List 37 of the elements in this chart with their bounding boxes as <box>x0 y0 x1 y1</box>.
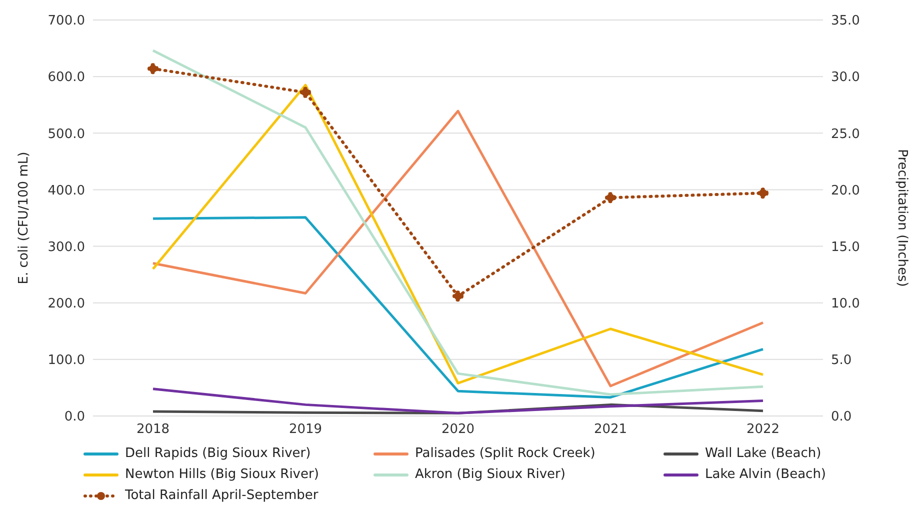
y-tick-label: 400.0 <box>48 183 85 198</box>
y-axis-title: E. coli (CFU/100 mL) <box>16 152 32 284</box>
x-tick-label: 2021 <box>594 422 628 438</box>
y2-tick-label: 10.0 <box>831 296 860 312</box>
y2-tick-label: 25.0 <box>831 126 860 142</box>
x-tick-label: 2022 <box>746 422 780 438</box>
y2-tick-label: 5.0 <box>831 353 852 368</box>
y2-tick-label: 15.0 <box>831 240 860 255</box>
point <box>300 86 311 98</box>
legend-label: Lake Alvin (Beach) <box>705 467 826 482</box>
point <box>452 290 464 302</box>
y-tick-label: 200.0 <box>48 296 85 312</box>
y-tick-label: 700.0 <box>48 14 85 29</box>
point <box>758 188 768 199</box>
legend-label: Palisades (Split Rock Creek) <box>415 446 596 461</box>
y-tick-label: 0.0 <box>64 410 85 425</box>
y-tick-label: 300.0 <box>48 240 85 255</box>
point <box>605 192 616 204</box>
line-series <box>152 216 764 399</box>
x-tick-label: 2020 <box>441 422 475 438</box>
legend-label: Wall Lake (Beach) <box>705 446 822 461</box>
legend-label: Dell Rapids (Big Sioux River) <box>125 446 311 461</box>
x-tick-label: 2019 <box>288 422 322 438</box>
legend-label: Newton Hills (Big Sioux River) <box>125 467 319 482</box>
y-tick-label: 500.0 <box>48 126 85 142</box>
x-tick-label: 2018 <box>136 422 170 438</box>
y2-axis-title: Precipitation (Inches) <box>894 149 910 287</box>
y-tick-label: 100.0 <box>48 353 85 368</box>
legend-label: Total Rainfall April-September <box>125 488 318 503</box>
y2-tick-label: 20.0 <box>831 183 860 198</box>
point <box>148 63 158 74</box>
legend-label: Akron (Big Sioux River) <box>415 467 566 482</box>
y-tick-label: 600.0 <box>48 70 85 86</box>
y2-tick-label: 35.0 <box>831 14 860 29</box>
y2-tick-label: 0.0 <box>831 410 852 425</box>
line-series <box>152 388 764 414</box>
y2-tick-label: 30.0 <box>831 70 860 86</box>
